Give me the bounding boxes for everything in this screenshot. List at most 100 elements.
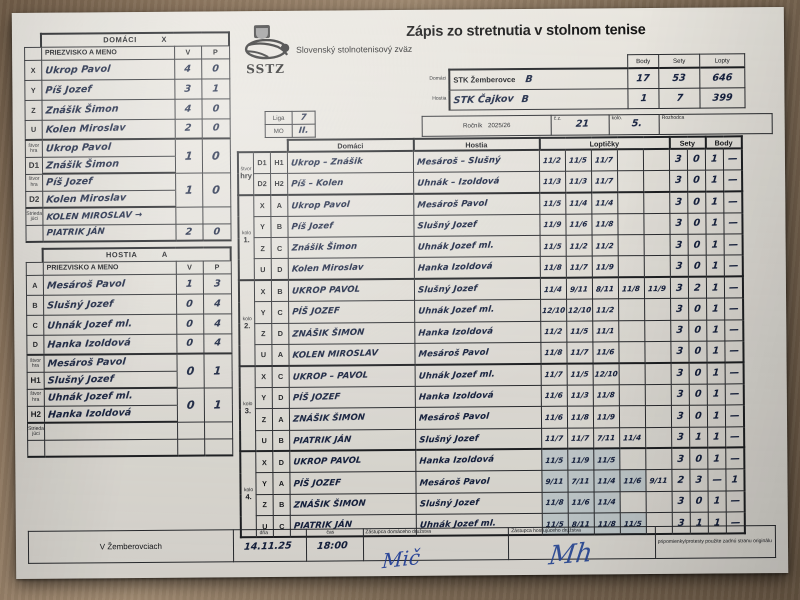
home-sub-label-empty [25,224,43,242]
away-player-p: 3 [203,273,231,294]
away-double-row-top: štvor hra Mesároš Pavol 0 1 [26,353,232,388]
points-away-cell: — [723,212,743,235]
home-team-name: STK Žemberovce B [449,68,628,90]
points-home-cell: 1 [705,191,724,213]
col-sety: Sety [658,54,700,68]
ball-cell: 11/9 [644,277,671,299]
home-sub-v: 2 [175,223,204,241]
points-home: 1 [711,282,720,294]
away-team-name: STK Čajkov B [449,88,629,110]
home-player-code: Z [24,99,42,120]
home-double-v: 1 [175,172,203,207]
away-sub-v [177,438,205,456]
home-player-cell: ZNÁŠIK ŠIMON [288,322,415,345]
rosters-panel: DOMÁCI X PRIEZVISKO A MENO V P X Ukrop P… [24,31,233,458]
home-code-cell: Y [253,216,272,238]
away-player-name: Hanka Izoldová [43,333,177,355]
footer-row: V Žemberovciach dňa 14.11.25 čas 18:00 Z… [28,525,776,573]
home-col-name: PRIEZVISKO A MENO [41,45,175,60]
rocnik-table: Ročník 2025/26 č.z. 21 kolo. 5. Rozhodca [422,113,773,137]
home-double-p: 0 [202,172,231,207]
sets-home: 3 [674,154,683,166]
set-score: 7/11 [571,476,591,486]
ball-cell: 11/5 [566,320,593,343]
away-player-p: 4 [203,313,232,334]
home-player-text: ZNÁŠIK ŠIMON [293,498,367,511]
home-player-row: X Ukrop Pavol 4 0 [24,58,230,80]
home-rep-label: Zástupca domáceho družstva [365,528,432,536]
home-code-cell: Z [254,323,272,345]
points-away: — [728,345,740,357]
set-score: 11/8 [596,390,616,401]
away-col-v: V [175,260,204,274]
away-code-cell: A [272,408,290,431]
points-home: 1 [711,303,720,315]
away-player-text: Uhnák Jozef ml. [417,240,495,253]
points-away: — [728,367,740,379]
liga-row: Liga 7 [265,111,316,125]
sets-home: 3 [676,410,685,422]
ball-cell: 12/10 [593,363,620,385]
away-double-label: štvor hra [27,388,45,406]
sets-home: 3 [676,431,685,443]
rocnik-label: Ročník [463,122,483,130]
ball-cell [644,255,671,278]
points-home: — [711,474,723,486]
points-away-cell: — [724,298,744,320]
sstz-logo-icon: SSTZ [244,25,290,76]
points-away-cell: — [725,447,745,470]
points-away-cell: — [723,191,743,213]
mo-value: II. [292,124,316,138]
set-score: 11/9 [648,283,667,294]
away-code-cell: C [271,237,289,259]
home-player-code: U [25,119,43,140]
home-player-name: Píš Jozef [41,78,175,100]
home-code-cell: X [253,194,271,217]
sets-home: 3 [675,218,683,230]
points-home: 1 [712,431,721,443]
set-score: 11/4 [597,497,617,508]
mo-label: MO [265,124,293,138]
points-home-cell: 1 [707,405,726,427]
sets-home-cell: 3 [669,148,688,171]
away-code-cell: B [271,280,289,302]
cc-cell: č.z. 21 [551,114,610,136]
sets-away-cell: 0 [689,383,708,406]
home-player-text: KOLEN MIROSLAV [292,348,379,361]
set-score: 11/6 [544,391,564,401]
points-away: — [727,153,738,165]
away-player-text: Slušný Jozef [418,433,479,446]
ball-cell [644,298,671,321]
sets-home: 3 [675,260,684,272]
home-player-row: U Kolen Miroslav 2 0 [25,118,230,140]
ball-cell: 11/5 [539,192,566,215]
home-rep-cell: Zástupca domáceho družstva Mič [362,527,509,573]
set-score: 11/7 [571,433,591,443]
points-home-cell: 1 [707,362,726,384]
sets-away: 0 [694,367,703,380]
home-player-p: 0 [202,118,230,139]
ball-cell: 11/5 [567,363,594,385]
points-home: 1 [712,410,721,422]
away-player-cell: Mesároš Pavol [413,192,540,216]
home-player-cell: Ukrop – Znášik [287,150,414,174]
ball-cell [645,426,672,449]
sets-away-cell: 0 [688,341,708,363]
ball-cell: 11/8 [542,491,569,514]
away-code-cell: D [271,322,289,345]
points-home-cell: 1 [705,148,724,170]
sets-away-cell: 0 [687,212,707,235]
sets-away-cell: 0 [689,362,708,385]
home-player-cell: ZNÁŠIK ŠIMON [290,493,417,516]
home-double-label: štvor hra [25,139,43,157]
set-score: 11/8 [544,347,564,358]
points-away: 1 [731,474,739,486]
cc-label: č.z. [553,115,562,122]
sets-home: 3 [674,175,683,187]
home-sub-p [202,206,231,224]
form-footer: V Žemberovciach dňa 14.11.25 čas 18:00 Z… [28,525,776,573]
away-double-code: H1 [27,371,45,389]
points-away: — [728,388,740,401]
home-player-code: X [24,59,42,80]
points-home: 1 [711,324,720,336]
